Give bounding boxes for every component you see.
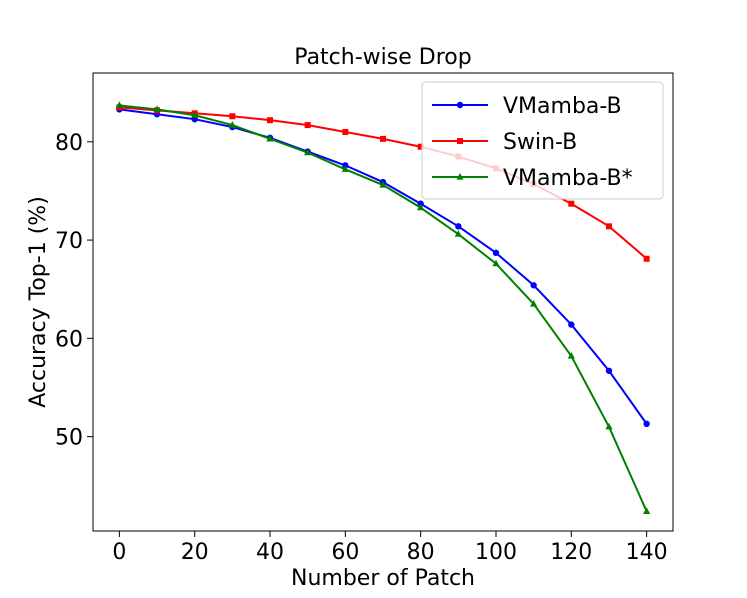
x-tick-label: 20: [181, 540, 209, 565]
legend: VMamba-B Swin-B VMamba-B*: [421, 81, 664, 200]
y-tick-label: 60: [55, 327, 83, 352]
data-point-swin-b: [568, 200, 575, 207]
data-point-swin-b: [229, 113, 236, 120]
y-tick-label: 50: [55, 426, 83, 451]
data-point-vmamba-b-star: [643, 507, 651, 514]
series-vmamba-b-star: [115, 101, 651, 514]
data-point-vmamba-b: [568, 321, 575, 328]
plot-frame: [92, 72, 674, 532]
data-point-vmamba-b-star: [304, 148, 312, 156]
data-point-swin-b: [643, 255, 650, 262]
y-axis: 50 60 70 80: [55, 131, 93, 451]
x-axis: 0 20 40 60 80 100 120 140: [112, 531, 668, 565]
data-point-vmamba-b-star: [530, 299, 538, 307]
legend-marker: [456, 173, 464, 180]
data-point-swin-b: [380, 135, 386, 142]
x-tick-label: 0: [112, 540, 126, 565]
data-point-vmamba-b-star: [492, 259, 500, 267]
legend-label: Swin-B: [503, 130, 577, 155]
legend-item-vmamba-b: VMamba-B: [432, 94, 622, 119]
legend-label: VMamba-B: [503, 94, 622, 119]
legend-label: VMamba-B*: [503, 166, 633, 191]
data-point-vmamba-b-star: [153, 105, 161, 112]
data-point-vmamba-b-star: [605, 422, 613, 430]
x-tick-label: 80: [407, 540, 435, 565]
legend-item-vmamba-b-star: VMamba-B*: [432, 166, 633, 191]
data-point-vmamba-b: [605, 367, 613, 374]
data-point-vmamba-b-star: [567, 352, 575, 359]
y-tick-label: 80: [55, 131, 83, 156]
data-point-vmamba-b-star: [266, 134, 274, 142]
data-point-swin-b: [605, 223, 612, 230]
legend-marker: [457, 138, 463, 144]
data-point-vmamba-b: [492, 249, 500, 257]
x-tick-label: 40: [256, 540, 284, 565]
y-tick-label: 70: [55, 229, 83, 254]
x-axis-label: Number of Patch: [291, 566, 475, 591]
data-point-vmamba-b-star: [228, 121, 236, 128]
x-tick-label: 140: [626, 540, 668, 565]
data-point-vmamba-b-star: [379, 181, 387, 188]
data-point-vmamba-b-star: [454, 230, 462, 237]
data-point-vmamba-b-star: [341, 165, 349, 172]
data-point-vmamba-b-star: [417, 203, 425, 211]
data-point-vmamba-b-star: [115, 101, 123, 109]
x-tick-label: 100: [475, 540, 517, 565]
data-point-swin-b: [267, 117, 274, 124]
chart-title: Patch-wise Drop: [294, 45, 471, 70]
data-point-swin-b: [304, 122, 311, 129]
data-point-vmamba-b: [643, 420, 650, 428]
data-point-swin-b: [342, 128, 349, 135]
legend-marker: [456, 101, 464, 109]
data-point-swin-b: [417, 143, 424, 150]
y-axis-label: Accuracy Top-1 (%): [26, 196, 51, 408]
data-point-vmamba-b: [530, 282, 537, 289]
legend-frame: [421, 81, 664, 200]
data-point-vmamba-b: [455, 223, 462, 230]
legend-item-swin-b: Swin-B: [432, 130, 577, 155]
data-point-vmamba-b-star: [191, 111, 199, 118]
x-tick-label: 60: [331, 540, 359, 565]
x-tick-label: 120: [550, 540, 592, 565]
